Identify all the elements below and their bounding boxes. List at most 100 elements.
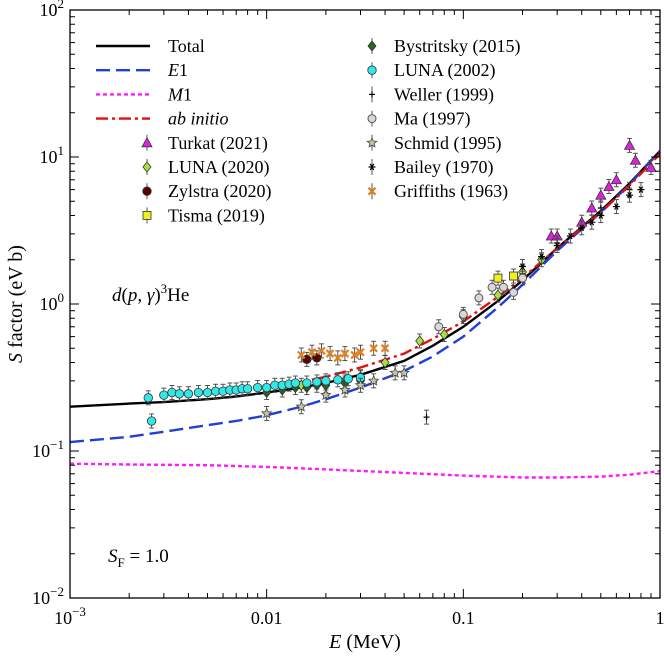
point-turkat-2021 <box>586 202 598 213</box>
legend-marker <box>367 65 377 75</box>
point-bailey-1970 <box>553 242 561 249</box>
point-ma-1997 <box>498 282 508 292</box>
point-luna-2002 <box>321 376 331 386</box>
y-axis-label: S factor (eV b) <box>5 245 27 363</box>
legend-entry: Griffiths (1963) <box>367 181 508 202</box>
reaction-annotation: d(p, γ)3He <box>112 281 189 306</box>
point-schmid-1995 <box>398 366 410 378</box>
legend-entry: LUNA (2002) <box>367 60 496 81</box>
legend-entry: Schmid (1995) <box>366 133 502 154</box>
point-griffiths-1963 <box>297 350 306 360</box>
point-turkat-2021 <box>645 161 657 172</box>
point-griffiths-1963 <box>356 347 365 357</box>
legend-entry: Weller (1999) <box>369 84 494 105</box>
point-bailey-1970 <box>519 263 527 270</box>
point-luna-2002 <box>143 393 153 403</box>
legend-entry: Turkat (2021) <box>141 133 268 154</box>
point-luna-2002 <box>193 387 204 398</box>
legend-entry: ab initio <box>96 109 229 129</box>
point-luna-2020 <box>439 328 449 341</box>
legend-marker <box>142 186 152 196</box>
y-tick-label: 10−1 <box>32 437 64 461</box>
legend-label: ab initio <box>168 109 229 129</box>
legend-label: Tisma (2019) <box>168 205 265 226</box>
curve-e1 <box>70 150 660 444</box>
legend-label: Bystritsky (2015) <box>394 36 521 57</box>
point-weller-1999 <box>423 414 430 421</box>
legend-label: Weller (1999) <box>394 84 494 105</box>
point-bailey-1970 <box>538 253 546 260</box>
point-schmid-1995 <box>354 379 367 391</box>
point-bailey-1970 <box>637 186 645 193</box>
legend-marker <box>369 91 375 98</box>
point-schmid-1995 <box>339 383 351 395</box>
legend-marker <box>141 136 153 148</box>
legend-label: E1 <box>167 60 188 80</box>
legend-marker <box>367 114 377 124</box>
legend-marker <box>142 161 152 173</box>
x-tick-label: 1 <box>656 608 664 628</box>
legend-marker <box>366 136 378 148</box>
point-griffiths-1963 <box>350 350 359 360</box>
point-bailey-1970 <box>566 232 574 240</box>
point-luna-2020 <box>415 335 425 347</box>
model-curves <box>70 150 660 479</box>
tick-labels: 10−3 0.01 0.1 1 10−2 10−1 100 101 102 <box>32 0 664 628</box>
point-turkat-2021 <box>629 154 642 165</box>
point-bailey-1970 <box>597 212 605 219</box>
point-griffiths-1963 <box>333 353 343 363</box>
data-points <box>143 137 657 429</box>
point-schmid-1995 <box>295 400 308 412</box>
x-tick-label: 0.01 <box>251 608 283 628</box>
point-bailey-1970 <box>626 191 634 199</box>
point-griffiths-1963 <box>380 343 390 353</box>
legend-label: Turkat (2021) <box>168 133 268 154</box>
point-luna-2002 <box>333 375 343 385</box>
point-tisma-2019 <box>493 273 503 283</box>
point-ma-1997 <box>518 273 528 283</box>
legend-label: Ma (1997) <box>394 109 470 130</box>
legend-entry: LUNA (2020) <box>142 157 270 178</box>
point-luna-2002 <box>159 390 169 400</box>
point-luna-2002 <box>290 378 301 388</box>
point-luna-2002 <box>343 374 353 384</box>
legend-marker <box>367 186 377 196</box>
point-tisma-2019 <box>509 271 518 281</box>
point-luna-2002 <box>146 416 157 426</box>
legend-label: LUNA (2002) <box>394 60 496 81</box>
legend-label: LUNA (2020) <box>168 157 270 178</box>
point-luna-2002 <box>202 387 213 398</box>
point-luna-2002 <box>262 382 272 393</box>
scaling-annotation: SF = 1.0 <box>108 546 169 570</box>
point-luna-2002 <box>174 389 185 399</box>
legend-marker <box>367 40 377 52</box>
point-turkat-2021 <box>603 180 615 191</box>
plot-frame <box>69 9 661 599</box>
legend-label: Griffiths (1963) <box>394 181 508 202</box>
point-bailey-1970 <box>578 224 586 232</box>
point-griffiths-1963 <box>307 347 317 357</box>
point-luna-2002 <box>183 389 194 399</box>
legend-entry: M1 <box>96 84 192 104</box>
curve-total <box>70 150 660 408</box>
point-luna-2002 <box>253 382 263 393</box>
point-griffiths-1963 <box>369 343 378 353</box>
curve-m1 <box>70 462 660 479</box>
legend-entry: Ma (1997) <box>367 109 470 130</box>
point-turkat-2021 <box>623 139 636 150</box>
point-ma-1997 <box>474 293 484 303</box>
legend-entry: E1 <box>96 60 188 80</box>
y-tick-label: 100 <box>40 290 65 314</box>
y-tick-label: 101 <box>40 143 65 167</box>
point-turkat-2021 <box>595 189 607 200</box>
point-ma-1997 <box>487 282 497 292</box>
point-ma-1997 <box>434 322 444 332</box>
legend-label: Schmid (1995) <box>394 133 502 154</box>
legend: Total E1 M1 ab initio Turkat (2021) LUNA (202… <box>96 36 521 226</box>
point-luna-2002 <box>242 384 253 394</box>
point-schmid-1995 <box>367 374 380 386</box>
point-schmid-1995 <box>320 389 332 401</box>
x-tick-label: 10−3 <box>54 604 86 628</box>
point-griffiths-1963 <box>317 346 326 356</box>
